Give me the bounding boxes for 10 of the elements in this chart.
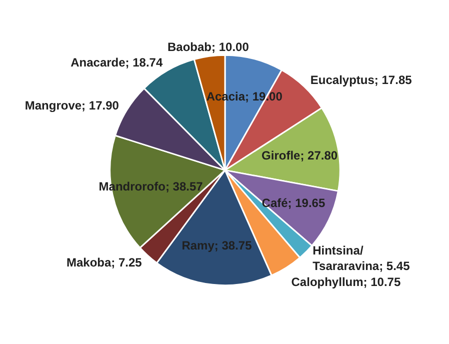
slice-label: Baobab; 10.00 — [168, 40, 250, 54]
slice-label: Makoba; 7.25 — [66, 256, 142, 270]
slice-label: Mangrove; 17.90 — [24, 98, 120, 112]
slice-label: Anacarde; 18.74 — [70, 56, 163, 70]
slice-label: Eucalyptus; 17.85 — [310, 72, 412, 87]
slice-label: Café; 19.65 — [262, 196, 326, 210]
slice-label: Hintsina/Tsararavina; 5.45 — [312, 244, 410, 274]
slice-label: Calophyllum; 10.75 — [291, 274, 401, 289]
slice-label: Ramy; 38.75 — [182, 238, 252, 253]
slice-label: Girofle; 27.80 — [262, 148, 338, 162]
